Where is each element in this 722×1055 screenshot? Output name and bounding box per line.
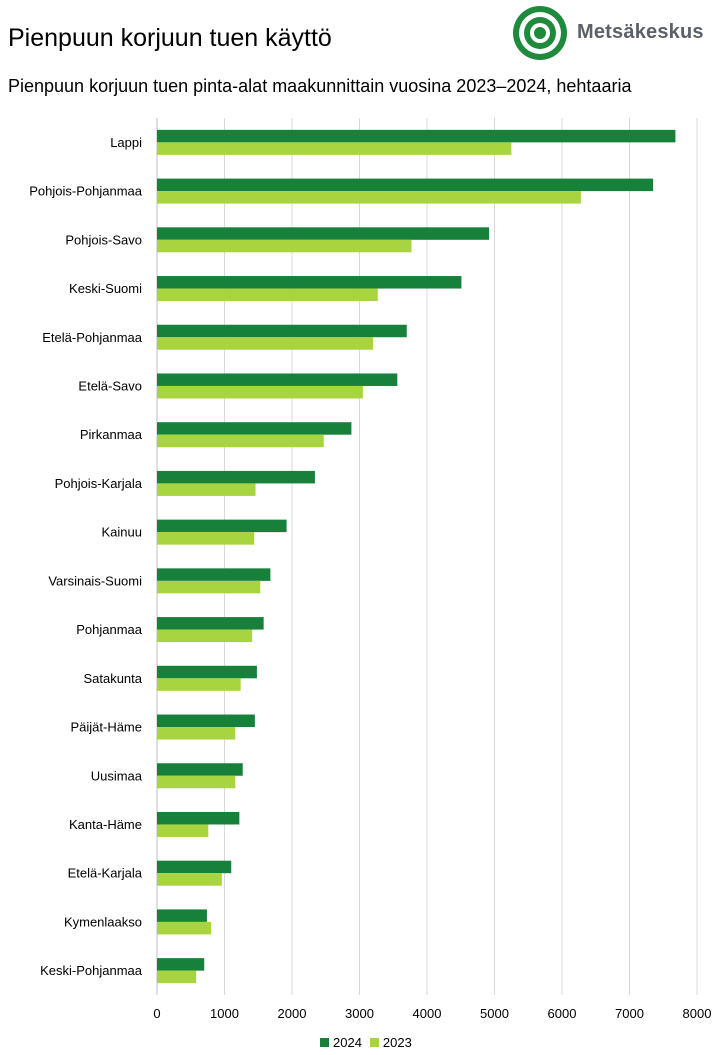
bar-2024 [157,763,243,776]
chart-subtitle: Pienpuun korjuun tuen pinta-alat maakunn… [8,76,632,96]
category-label: Etelä-Pohjanmaa [42,330,142,345]
category-label: Etelä-Savo [78,378,142,393]
x-tick-label: 2000 [278,1006,307,1021]
category-label: Keski-Suomi [69,281,142,296]
category-label: Kanta-Häme [69,817,142,832]
bar-2024 [157,519,287,533]
legend-swatch-2023 [369,1038,379,1047]
x-tick-label: 0 [153,1006,160,1021]
bar-2024 [157,909,207,922]
category-label: Pohjanmaa [76,622,143,637]
category-label: Keski-Pohjanmaa [40,963,143,978]
bar-2023 [157,678,241,691]
bar-2024 [157,129,676,143]
bar-2024 [157,714,255,728]
category-label: Lappi [110,135,142,150]
target-logo-icon [513,6,567,60]
bar-2024 [157,227,490,240]
bar-2023 [157,337,373,350]
bar-2023 [157,288,378,302]
x-tick-label: 5000 [480,1006,509,1021]
legend-label-2023: 2023 [382,1035,412,1050]
bar-2024 [157,811,240,825]
category-label: Pohjois-Karjala [55,476,143,491]
category-label: Pohjois-Pohjanmaa [29,184,143,199]
bar-2023 [157,434,324,448]
legend-item-2024: 2024 [320,1035,362,1050]
bar-2024 [157,373,398,386]
bar-2024 [157,276,462,289]
bar-2023 [157,580,261,594]
bar-2023 [157,775,236,789]
x-tick-label: 3000 [345,1006,374,1021]
x-tick-label: 7000 [615,1006,644,1021]
bar-2023 [157,385,363,399]
x-tick-label: 1000 [210,1006,239,1021]
bar-2024 [157,178,654,192]
category-label: Varsinais-Suomi [48,573,142,588]
bar-2023 [157,532,255,545]
bar-2023 [157,142,512,155]
category-label: Pohjois-Savo [65,232,142,247]
bar-2023 [157,727,236,740]
bar-2024 [157,470,315,484]
category-label: Satakunta [83,671,142,686]
legend-swatch-2024 [320,1038,329,1047]
bar-2024 [157,617,264,630]
bar-2024 [157,422,352,435]
bar-2023 [157,921,211,935]
category-label: Uusimaa [91,768,143,783]
bar-2023 [157,873,222,886]
category-label: Pirkanmaa [80,427,143,442]
bar-2023 [157,629,253,643]
chart-title: Pienpuun korjuun tuen käyttö [8,24,332,52]
bar-2023 [157,239,412,253]
bar-2024 [157,568,271,581]
bar-2023 [157,970,197,984]
bar-2023 [157,824,209,837]
bar-2024 [157,324,407,338]
category-label: Etelä-Karjala [68,866,143,881]
x-tick-label: 8000 [683,1006,712,1021]
x-tick-label: 6000 [548,1006,577,1021]
category-label: Päijät-Häme [70,720,142,735]
bar-2024 [157,860,232,874]
bar-2024 [157,665,257,679]
bar-chart: 0 1000 2000 3000 4000 5000 6000 7000 8000 Lappi Po… [29,118,712,1021]
logo-text: Metsäkeskus [577,21,704,43]
legend: 2024 2023 [320,1035,420,1050]
legend-label-2024: 2024 [333,1035,362,1050]
x-tick-label: 4000 [413,1006,442,1021]
category-label: Kainuu [102,525,142,540]
legend-item-2023: 2023 [369,1035,412,1050]
bar-2023 [157,191,581,204]
bar-2024 [157,958,205,971]
metsakeskus-logo: Metsäkeskus [511,4,716,62]
category-label: Kymenlaakso [64,914,142,929]
bar-2023 [157,483,256,496]
